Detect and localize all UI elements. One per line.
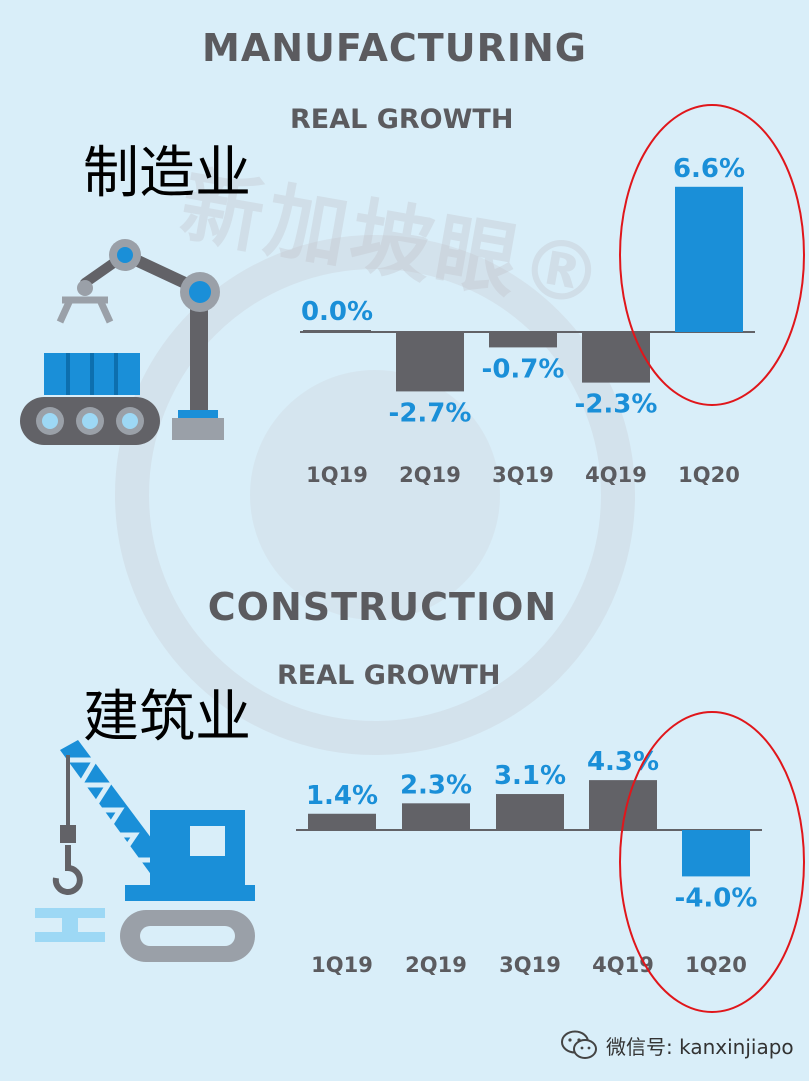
bar-1q20 <box>675 186 743 332</box>
data-label-2q19: -2.7% <box>389 398 472 428</box>
manufacturing-subtitle: REAL GROWTH <box>290 104 514 135</box>
wechat-id: 微信号: kanxinjiapo <box>606 1034 794 1059</box>
construction-title: CONSTRUCTION <box>207 585 558 629</box>
construction-chinese-label: 建筑业 <box>83 685 251 750</box>
data-label-1q20: -4.0% <box>675 883 758 913</box>
conveyor-belt-icon <box>20 353 160 445</box>
tick-label-1q19: 1Q19 <box>306 463 368 487</box>
construction-subtitle: REAL GROWTH <box>277 660 501 691</box>
tick-label-1q19: 1Q19 <box>311 953 373 977</box>
bar-1q20 <box>682 830 750 877</box>
bar-2q19 <box>402 803 470 830</box>
bar-3q19 <box>496 794 564 830</box>
data-label-1q19: 1.4% <box>306 781 378 811</box>
robot-arm-icon <box>56 239 224 440</box>
bar-3q19 <box>489 332 557 348</box>
data-label-1q19: 0.0% <box>301 297 373 327</box>
manufacturing-chinese-label: 制造业 <box>83 141 251 206</box>
tick-label-1q20: 1Q20 <box>685 953 747 977</box>
crane-icon <box>35 740 255 962</box>
tick-label-1q20: 1Q20 <box>678 463 740 487</box>
data-label-1q20: 6.6% <box>673 154 745 184</box>
data-label-3q19: -0.7% <box>482 354 565 384</box>
data-label-4q19: 4.3% <box>587 747 659 777</box>
tick-label-3q19: 3Q19 <box>492 463 554 487</box>
highlight-circle-construction <box>619 711 805 1013</box>
tick-label-4q19: 4Q19 <box>592 953 654 977</box>
tick-label-3q19: 3Q19 <box>499 953 561 977</box>
bar-2q19 <box>396 332 464 392</box>
highlight-circle-manufacturing <box>619 104 805 406</box>
bar-1q19 <box>308 813 376 830</box>
tick-label-4q19: 4Q19 <box>585 463 647 487</box>
construction-bar-chart: 1.4% 1Q19 2.3% 2Q19 3.1% 3Q19 4.3% 4Q19 -4.0% 1Q2… <box>296 747 762 977</box>
data-label-2q19: 2.3% <box>400 770 472 800</box>
manufacturing-title: MANUFACTURING <box>202 26 587 70</box>
data-label-4q19: -2.3% <box>575 390 658 420</box>
bar-4q19 <box>582 332 650 383</box>
data-label-3q19: 3.1% <box>494 761 566 791</box>
bar-1q19 <box>303 330 371 332</box>
tick-label-2q19: 2Q19 <box>399 463 461 487</box>
wechat-footer: 微信号: kanxinjiapo <box>560 1030 794 1060</box>
manufacturing-bar-chart: 0.0% 1Q19 -2.7% 2Q19 -0.7% 3Q19 -2.3% 4Q19 6.6% 1… <box>300 154 755 487</box>
wechat-icon <box>561 1030 597 1059</box>
tick-label-2q19: 2Q19 <box>405 953 467 977</box>
